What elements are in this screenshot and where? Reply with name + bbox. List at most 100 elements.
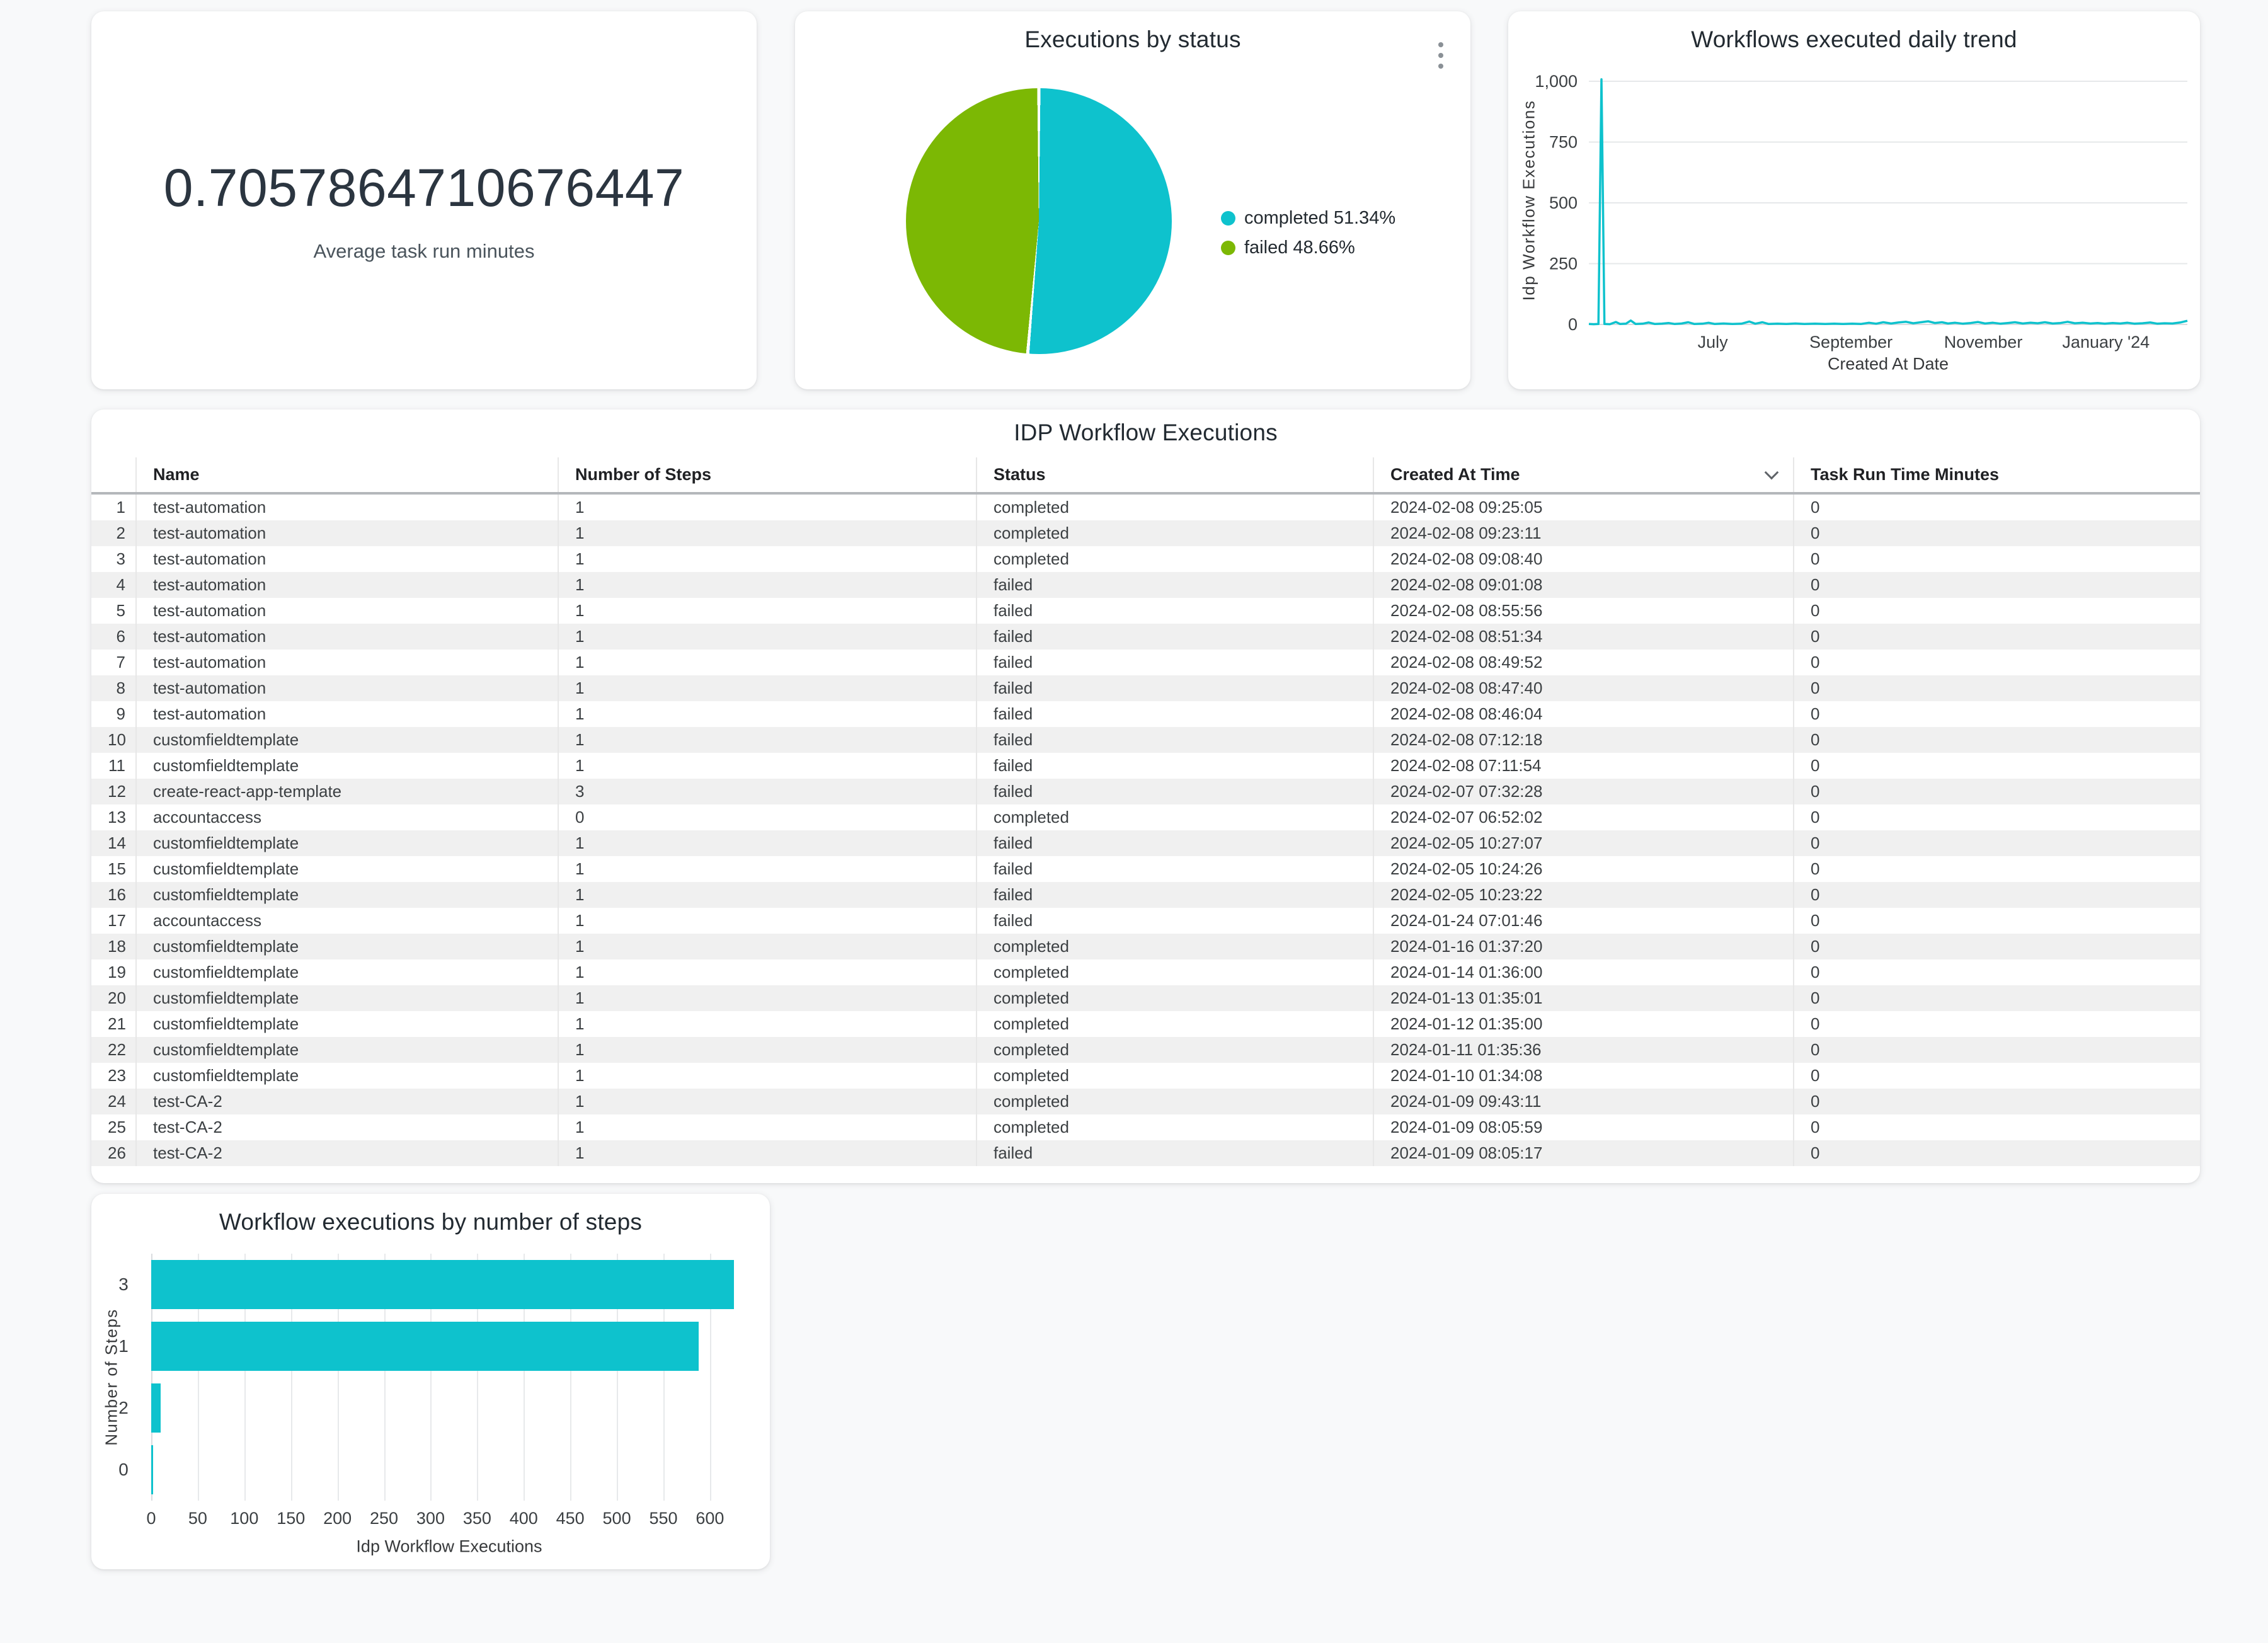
table-row[interactable]: 16 customfieldtemplate 1 failed 2024-02-05 1…: [91, 882, 2200, 908]
table-row[interactable]: 1 test-automation 1 completed 2024-02-08 09:…: [91, 493, 2200, 520]
table-cell: 0: [1793, 572, 2200, 598]
table-cell: 0: [1793, 624, 2200, 650]
column-header-status[interactable]: Status: [976, 457, 1373, 495]
pie-chart-card: Executions by status completed 51.34% fa…: [795, 11, 1470, 389]
table-row[interactable]: 22 customfieldtemplate 1 completed 2024-01-1…: [91, 1037, 2200, 1063]
x-tick-label: July: [1698, 333, 1729, 352]
table-row[interactable]: 17 accountaccess 1 failed 2024-01-24 07:01:4…: [91, 908, 2200, 934]
x-tick-label: September: [1809, 333, 1893, 352]
kebab-menu-icon[interactable]: [1430, 35, 1452, 76]
table-row[interactable]: 7 test-automation 1 failed 2024-02-08 08:49:…: [91, 650, 2200, 675]
legend-swatch-failed-icon: [1221, 241, 1235, 255]
table-cell: 0: [1793, 753, 2200, 779]
row-index: 2: [91, 520, 136, 546]
column-header-task-run-time-minutes[interactable]: Task Run Time Minutes: [1793, 457, 2200, 495]
column-header-label: Status: [994, 465, 1046, 484]
column-header-number-of-steps[interactable]: Number of Steps: [558, 457, 976, 495]
table-cell: 2024-01-16 01:37:20: [1373, 934, 1794, 959]
table-cell: 1: [558, 650, 976, 675]
table-row[interactable]: 6 test-automation 1 failed 2024-02-08 08:51:…: [91, 624, 2200, 650]
table-cell: customfieldtemplate: [135, 959, 558, 985]
table-row[interactable]: 12 create-react-app-template 3 failed 2024-0…: [91, 779, 2200, 804]
table-row[interactable]: 4 test-automation 1 failed 2024-02-08 09:01:…: [91, 572, 2200, 598]
bar-row: 0: [118, 1439, 747, 1501]
category-label: 0: [118, 1460, 129, 1479]
table-cell: 1: [558, 1037, 976, 1063]
table-cell: test-automation: [135, 650, 558, 675]
table-cell: 1: [558, 985, 976, 1011]
table-cell: customfieldtemplate: [135, 1063, 558, 1089]
row-index: 3: [116, 549, 125, 568]
table-row[interactable]: 18 customfieldtemplate 1 completed 2024-01-1…: [91, 934, 2200, 959]
bar-plot[interactable]: 3 1 2 0: [118, 1254, 747, 1501]
table-cell: 1: [558, 830, 976, 856]
row-index: 10: [91, 727, 136, 753]
gridline: [617, 1254, 619, 1501]
table-row[interactable]: 3 test-automation 1 completed 2024-02-08 09:…: [91, 546, 2200, 572]
table-row[interactable]: 26 test-CA-2 1 failed 2024-01-09 08:05:17 0: [91, 1140, 2200, 1166]
table-cell: failed: [976, 882, 1373, 908]
column-header-index[interactable]: [91, 457, 136, 495]
bar[interactable]: [151, 1260, 735, 1309]
table-row[interactable]: 10 customfieldtemplate 1 failed 2024-02-08 0…: [91, 727, 2200, 753]
table-cell: 2024-01-12 01:35:00: [1373, 1011, 1794, 1037]
table-cell: 2024-02-08 09:25:05: [1373, 493, 1794, 520]
table-cell: 1: [558, 1140, 976, 1166]
column-header-name[interactable]: Name: [135, 457, 558, 495]
table-cell: completed: [976, 1063, 1373, 1089]
pie-chart[interactable]: [906, 88, 1172, 354]
table-cell: 0: [1793, 856, 2200, 882]
table-cell: 0: [1793, 934, 2200, 959]
bar[interactable]: [151, 1383, 161, 1433]
table-cell: customfieldtemplate: [135, 1037, 558, 1063]
table-row[interactable]: 13 accountaccess 0 completed 2024-02-07 06:5…: [91, 804, 2200, 830]
row-index: 26: [91, 1140, 136, 1166]
table-cell: 2024-01-14 01:36:00: [1373, 959, 1794, 985]
column-header-created-at-time[interactable]: Created At Time: [1373, 457, 1794, 495]
table-cell: 2024-01-24 07:01:46: [1373, 908, 1794, 934]
table-row[interactable]: 24 test-CA-2 1 completed 2024-01-09 09:43:11…: [91, 1089, 2200, 1114]
bar[interactable]: [151, 1445, 153, 1494]
category-label: 1: [118, 1336, 129, 1356]
sort-desc-icon[interactable]: [1764, 465, 1779, 479]
table-cell: 0: [1793, 882, 2200, 908]
table-cell: completed: [976, 1037, 1373, 1063]
gridline: [709, 1254, 711, 1501]
table-cell: 2024-01-10 01:34:08: [1373, 1063, 1794, 1089]
table-cell: 0: [1793, 1089, 2200, 1114]
table-row[interactable]: 20 customfieldtemplate 1 completed 2024-01-1…: [91, 985, 2200, 1011]
table-cell: 1: [558, 701, 976, 727]
table-cell: test-automation: [135, 546, 558, 572]
table-row[interactable]: 23 customfieldtemplate 1 completed 2024-01-1…: [91, 1063, 2200, 1089]
x-tick-label: 250: [370, 1509, 399, 1528]
table-cell: test-automation: [135, 572, 558, 598]
table-cell: 2024-02-08 09:23:11: [1373, 520, 1794, 546]
table-row[interactable]: 8 test-automation 1 failed 2024-02-08 08:47:…: [91, 675, 2200, 701]
table-cell: 0: [1793, 1140, 2200, 1166]
table-cell: failed: [976, 701, 1373, 727]
table-row[interactable]: 11 customfieldtemplate 1 failed 2024-02-08 0…: [91, 753, 2200, 779]
table-row[interactable]: 2 test-automation 1 completed 2024-02-08 09:…: [91, 520, 2200, 546]
x-tick-label: 400: [509, 1509, 538, 1528]
x-tick-label: 350: [462, 1509, 491, 1528]
scorecard-label: Average task run minutes: [313, 240, 535, 262]
table-cell: 1: [558, 598, 976, 624]
table-cell: 0: [1793, 959, 2200, 985]
table-row[interactable]: 14 customfieldtemplate 1 failed 2024-02-05 1…: [91, 830, 2200, 856]
table-row[interactable]: 15 customfieldtemplate 1 failed 2024-02-05 1…: [91, 856, 2200, 882]
table-cell: failed: [976, 856, 1373, 882]
table-cell: failed: [976, 779, 1373, 804]
table-cell: 0: [1793, 650, 2200, 675]
trend-chart-title: Workflows executed daily trend: [1691, 26, 2017, 52]
trend-plot[interactable]: 0 250 500 750 1,000 July September November Janu…: [1527, 57, 2189, 384]
table-row[interactable]: 5 test-automation 1 failed 2024-02-08 08:55:…: [91, 598, 2200, 624]
table-cell: completed: [976, 493, 1373, 520]
bar[interactable]: [151, 1322, 699, 1371]
gridline: [430, 1254, 432, 1501]
table-row[interactable]: 19 customfieldtemplate 1 completed 2024-01-1…: [91, 959, 2200, 985]
row-index: 13: [108, 808, 126, 827]
table-row[interactable]: 21 customfieldtemplate 1 completed 2024-01-1…: [91, 1011, 2200, 1037]
table-cell: 1: [558, 493, 976, 520]
table-row[interactable]: 25 test-CA-2 1 completed 2024-01-09 08:05:59…: [91, 1114, 2200, 1140]
table-row[interactable]: 9 test-automation 1 failed 2024-02-08 08:46:…: [91, 701, 2200, 727]
